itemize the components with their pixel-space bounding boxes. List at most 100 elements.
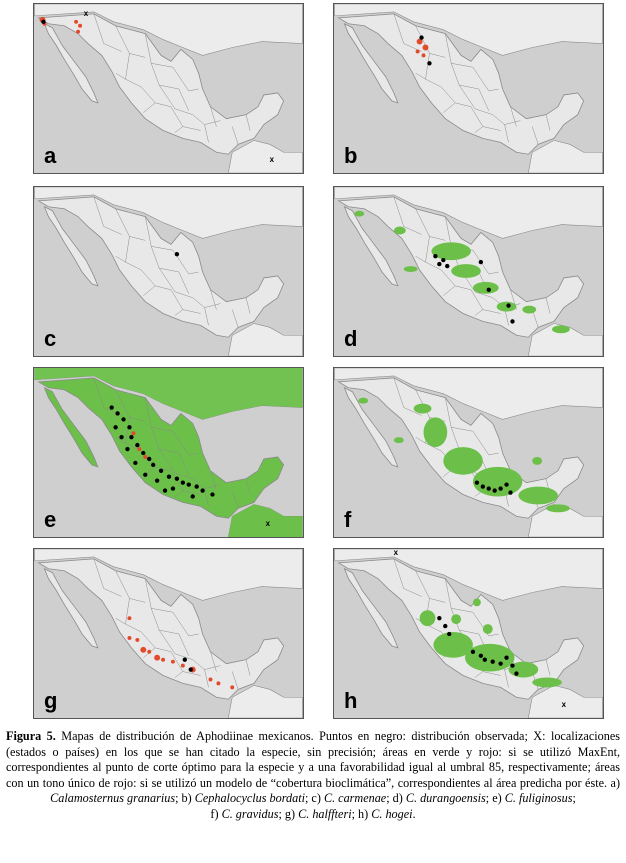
state-border (178, 633, 189, 656)
state-border (210, 106, 217, 127)
state-border (245, 114, 251, 131)
state-border (232, 309, 239, 328)
state-border (210, 470, 217, 491)
predicted-red-area (216, 681, 221, 686)
species-e: C. fuliginosus (504, 791, 573, 806)
imprecise-location-marker: x (270, 155, 275, 164)
baja-california (43, 567, 99, 649)
baja-california (343, 205, 399, 287)
caption-sep: ; d) (386, 791, 406, 806)
state-border (174, 309, 183, 316)
central-america-landmass (227, 685, 303, 718)
observed-point (514, 671, 519, 676)
caption-sep: ; c) (304, 791, 324, 806)
caption-sep: ; (572, 791, 576, 806)
observed-point (433, 254, 438, 259)
observed-point (478, 259, 484, 265)
observed-point (129, 435, 134, 440)
predicted-area (532, 677, 562, 688)
state-border (415, 255, 426, 263)
state-border (393, 196, 422, 235)
usa-landmass (34, 187, 303, 239)
usa-landmass (34, 549, 303, 601)
state-border (93, 196, 122, 235)
predicted-red-area (135, 637, 140, 642)
state-border (393, 377, 422, 416)
state-border (115, 255, 126, 263)
observed-point (151, 462, 156, 468)
imprecise-location-marker: x (84, 9, 89, 18)
state-border (204, 307, 209, 326)
predicted-red-area (208, 677, 213, 682)
mexico-map-a: xx (34, 4, 303, 173)
state-border (232, 490, 239, 509)
state-border (472, 67, 499, 92)
predicted-red-area (422, 44, 429, 51)
map-panel-b: b (333, 3, 604, 174)
predicted-red-area (143, 454, 148, 459)
predicted-area (433, 632, 473, 658)
state-border (178, 452, 189, 475)
state-border (158, 267, 193, 298)
state-border (474, 126, 483, 133)
observed-point (113, 425, 118, 430)
predicted-area (419, 610, 436, 627)
predicted-red-area (76, 29, 81, 34)
state-border (210, 651, 217, 672)
map-panel-e: x e (33, 367, 304, 538)
predicted-area (451, 264, 481, 278)
predicted-area (443, 447, 483, 475)
observed-point (447, 631, 452, 637)
usa-landmass (334, 187, 603, 239)
panel-label-g: g (44, 688, 58, 713)
state-border (115, 72, 126, 80)
state-border (178, 88, 189, 111)
state-border (172, 67, 199, 92)
panel-label-e: e (44, 507, 57, 532)
state-border (143, 102, 156, 113)
baja-california (43, 386, 99, 468)
baja-california (343, 386, 399, 468)
state-border (474, 309, 483, 316)
observed-point (445, 263, 450, 269)
state-border (115, 389, 146, 422)
observed-point (162, 488, 168, 493)
observed-point (504, 482, 509, 487)
state-border (141, 631, 172, 653)
observed-point (190, 494, 195, 499)
observed-point (174, 252, 180, 257)
observed-point (125, 446, 130, 452)
state-border (443, 102, 456, 113)
mexico-map-b (334, 4, 603, 173)
observed-point (482, 657, 487, 662)
predicted-area (552, 325, 570, 334)
species-c: C. carmenae (323, 791, 387, 806)
state-border (115, 436, 126, 444)
panel-label-f: f (344, 507, 352, 532)
state-border (504, 669, 509, 688)
state-border (93, 558, 122, 597)
predicted-red-area (161, 657, 166, 662)
predicted-red-area (180, 663, 185, 668)
observed-point (109, 405, 114, 410)
predicted-red-area (131, 431, 136, 436)
panel-label-h: h (344, 688, 358, 713)
observed-point (478, 653, 484, 658)
observed-point (119, 435, 124, 440)
mexico-landmass (37, 13, 285, 155)
predicted-area (546, 504, 570, 513)
state-border (545, 659, 551, 676)
species-h: C. hogei (371, 806, 413, 821)
state-border (143, 285, 156, 296)
observed-point (186, 482, 191, 487)
predicted-area (423, 417, 448, 448)
observed-point (498, 486, 503, 491)
observed-point (474, 480, 480, 485)
observed-point (143, 472, 148, 477)
predicted-red-area (78, 23, 83, 28)
observed-point (170, 486, 176, 491)
observed-point (115, 411, 120, 416)
state-border (415, 436, 426, 444)
state-border (458, 84, 493, 115)
predicted-area (496, 301, 517, 312)
